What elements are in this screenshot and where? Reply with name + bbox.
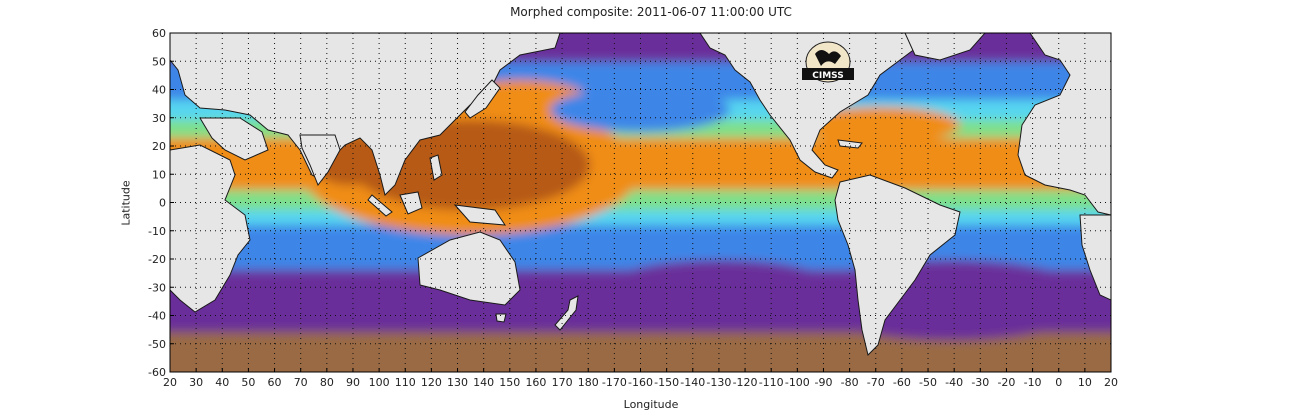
- japan: [464, 79, 501, 119]
- europe-africa-east: [1017, 33, 1111, 216]
- y-tick-label: 10: [152, 168, 166, 181]
- new-guinea: [453, 204, 506, 226]
- x-tick-label: 170: [552, 376, 573, 389]
- x-tick-label: -110: [759, 376, 784, 389]
- australia: [417, 231, 521, 306]
- philippines: [429, 154, 443, 181]
- x-tick-label: 20: [163, 376, 177, 389]
- x-tick-label: 90: [346, 376, 360, 389]
- south-pacific-purple: [600, 260, 840, 320]
- y-tick-label: 50: [152, 55, 166, 68]
- x-tick-label: 0: [1055, 376, 1062, 389]
- y-tick-label: -30: [148, 281, 166, 294]
- x-axis-ticks: 20 30 40 50 60 70 80 90 100 110 120 130 140 150 160 170…: [163, 368, 1118, 389]
- x-tick-label: 30: [189, 376, 203, 389]
- tasmania: [495, 313, 507, 323]
- y-tick-label: -40: [148, 310, 166, 323]
- x-tick-label: 50: [241, 376, 255, 389]
- north-pacific-purple: [550, 88, 730, 132]
- south-america: [834, 174, 961, 356]
- landmasses: [170, 33, 1111, 372]
- x-tick-label: 80: [320, 376, 334, 389]
- x-tick-label: 150: [499, 376, 520, 389]
- x-tick-label: -10: [1024, 376, 1042, 389]
- x-tick-label: -170: [602, 376, 627, 389]
- graticule: [170, 33, 1111, 372]
- greenland: [904, 33, 986, 61]
- south-atlantic-purple: [800, 260, 1100, 340]
- x-tick-label: 60: [268, 376, 282, 389]
- y-tick-label: -60: [148, 366, 166, 379]
- x-axis-label: Longitude: [623, 398, 679, 411]
- y-tick-label: -20: [148, 253, 166, 266]
- x-tick-label: -100: [785, 376, 810, 389]
- y-tick-label: 60: [152, 27, 166, 40]
- y-tick-label: 40: [152, 84, 166, 97]
- x-tick-label: -30: [971, 376, 989, 389]
- cimss-logo: CIMSS: [802, 41, 854, 83]
- x-tick-label: 70: [294, 376, 308, 389]
- map-title: Morphed composite: 2011-06-07 11:00:00 U…: [510, 5, 792, 19]
- logo-banner: [802, 68, 854, 80]
- x-tick-label: -60: [893, 376, 911, 389]
- x-tick-label: -70: [867, 376, 885, 389]
- x-tick-label: 140: [473, 376, 494, 389]
- y-tick-label: -50: [148, 338, 166, 351]
- x-tick-label: -150: [654, 376, 679, 389]
- x-tick-label: -130: [706, 376, 731, 389]
- x-tick-label: 40: [215, 376, 229, 389]
- x-tick-label: -40: [945, 376, 963, 389]
- x-tick-label: 180: [578, 376, 599, 389]
- x-tick-label: -160: [628, 376, 653, 389]
- x-tick-label: 100: [369, 376, 390, 389]
- x-tick-label: 20: [1104, 376, 1118, 389]
- y-axis-ticks: 60 50 40 30 20 10 0 -10 -20 -30 -40 -50 -60: [148, 27, 174, 379]
- logo-swirl: [815, 50, 841, 66]
- logo-text: CIMSS: [812, 71, 843, 81]
- x-tick-label: 10: [1078, 376, 1092, 389]
- y-tick-label: 30: [152, 112, 166, 125]
- x-tick-label: 110: [395, 376, 416, 389]
- x-tick-label: -80: [841, 376, 859, 389]
- x-tick-label: 160: [525, 376, 546, 389]
- new-zealand: [554, 295, 579, 331]
- x-tick-label: -20: [997, 376, 1015, 389]
- y-tick-label: 0: [159, 197, 166, 210]
- x-tick-label: -120: [733, 376, 758, 389]
- india: [299, 134, 341, 187]
- sumatra: [367, 194, 393, 217]
- x-tick-label: -90: [814, 376, 832, 389]
- southern-africa-east: [1079, 214, 1111, 301]
- atlantic-moist: [800, 107, 960, 143]
- x-tick-label: 120: [421, 376, 442, 389]
- arabia: [199, 117, 269, 161]
- y-tick-label: 20: [152, 140, 166, 153]
- x-tick-label: 130: [447, 376, 468, 389]
- x-tick-label: -50: [919, 376, 937, 389]
- africa: [170, 144, 251, 313]
- y-tick-label: -10: [148, 225, 166, 238]
- x-tick-label: -140: [680, 376, 705, 389]
